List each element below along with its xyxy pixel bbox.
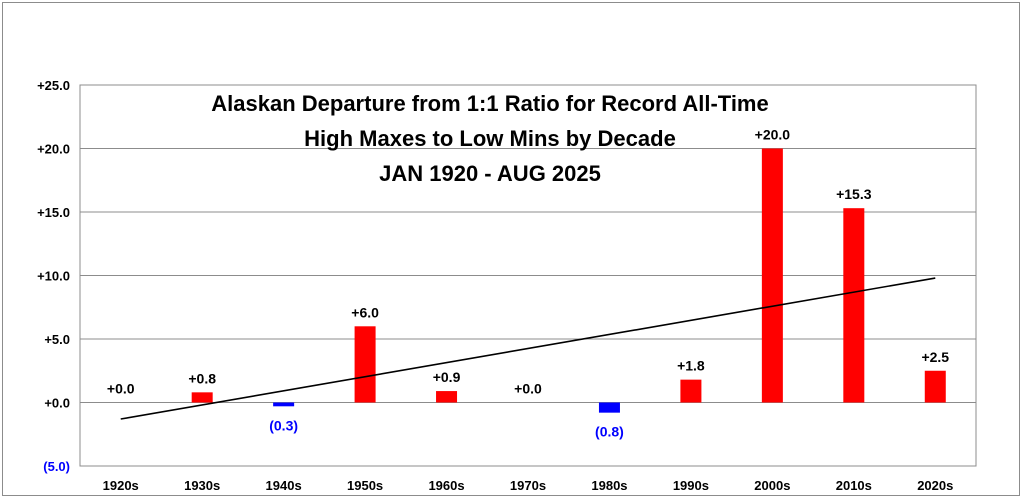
bar-chart: +25.0+20.0+15.0+10.0+5.0+0.0(5.0) +0.0+0… bbox=[37, 78, 977, 493]
data-labels: +0.0 +0.8 (0.3) +6.0 +0.9 +0.0 (0.8) +1.8 +20.0 +… bbox=[107, 127, 949, 440]
x-tick-label: 2010s bbox=[836, 478, 872, 493]
trendline bbox=[120, 277, 936, 420]
y-tick-label: +15.0 bbox=[37, 205, 70, 220]
chart-title-line-2: High Maxes to Low Mins by Decade bbox=[304, 126, 676, 151]
x-tick-label: 1970s bbox=[510, 478, 546, 493]
x-tick-label: 1980s bbox=[591, 478, 627, 493]
bar bbox=[924, 370, 946, 403]
y-tick-label: +20.0 bbox=[37, 142, 70, 157]
plot-border bbox=[79, 84, 977, 467]
data-label: +15.3 bbox=[836, 186, 872, 202]
x-tick-label: 1950s bbox=[347, 478, 383, 493]
trend-line bbox=[120, 277, 936, 420]
data-label: +6.0 bbox=[351, 304, 379, 320]
bar bbox=[354, 326, 376, 403]
data-label: +1.8 bbox=[677, 358, 705, 374]
x-axis-ticks: 1920s 1930s 1940s 1950s 1960s 1970s 1980s 1990s… bbox=[103, 478, 954, 493]
bar bbox=[598, 402, 620, 413]
data-label: +0.9 bbox=[433, 369, 461, 385]
bar bbox=[843, 208, 865, 403]
bars bbox=[191, 148, 946, 413]
bar bbox=[191, 392, 213, 403]
chart-title-line-3: JAN 1920 - AUG 2025 bbox=[379, 161, 601, 186]
grid-lines bbox=[79, 84, 977, 467]
x-tick-label: 1940s bbox=[266, 478, 302, 493]
x-tick-label: 2020s bbox=[917, 478, 953, 493]
data-label: +2.5 bbox=[921, 349, 949, 365]
data-label: (0.3) bbox=[269, 417, 298, 433]
y-axis-ticks: +25.0 +20.0 +15.0 +10.0 +5.0 +0.0 (5.0) bbox=[37, 78, 70, 474]
y-tick-label: +10.0 bbox=[37, 269, 70, 284]
x-tick-label: 1990s bbox=[673, 478, 709, 493]
bar bbox=[680, 379, 702, 403]
chart-title-line-1: Alaskan Departure from 1:1 Ratio for Rec… bbox=[211, 91, 768, 116]
bar bbox=[761, 148, 783, 403]
y-tick-label: (5.0) bbox=[43, 459, 70, 474]
data-label: +0.0 bbox=[107, 381, 135, 397]
chart-title: Alaskan Departure from 1:1 Ratio for Rec… bbox=[211, 91, 768, 186]
data-label: +0.8 bbox=[188, 370, 216, 386]
x-tick-label: 1930s bbox=[184, 478, 220, 493]
y-tick-label: +25.0 bbox=[37, 78, 70, 93]
data-label: +0.0 bbox=[514, 381, 542, 397]
x-tick-label: 2000s bbox=[754, 478, 790, 493]
x-tick-label: 1920s bbox=[103, 478, 139, 493]
x-tick-label: 1960s bbox=[428, 478, 464, 493]
data-label: +20.0 bbox=[755, 127, 791, 143]
y-tick-label: +5.0 bbox=[44, 332, 70, 347]
bar bbox=[273, 402, 295, 407]
y-tick-label: +0.0 bbox=[44, 396, 70, 411]
bar bbox=[436, 391, 458, 403]
data-label: (0.8) bbox=[595, 424, 624, 440]
